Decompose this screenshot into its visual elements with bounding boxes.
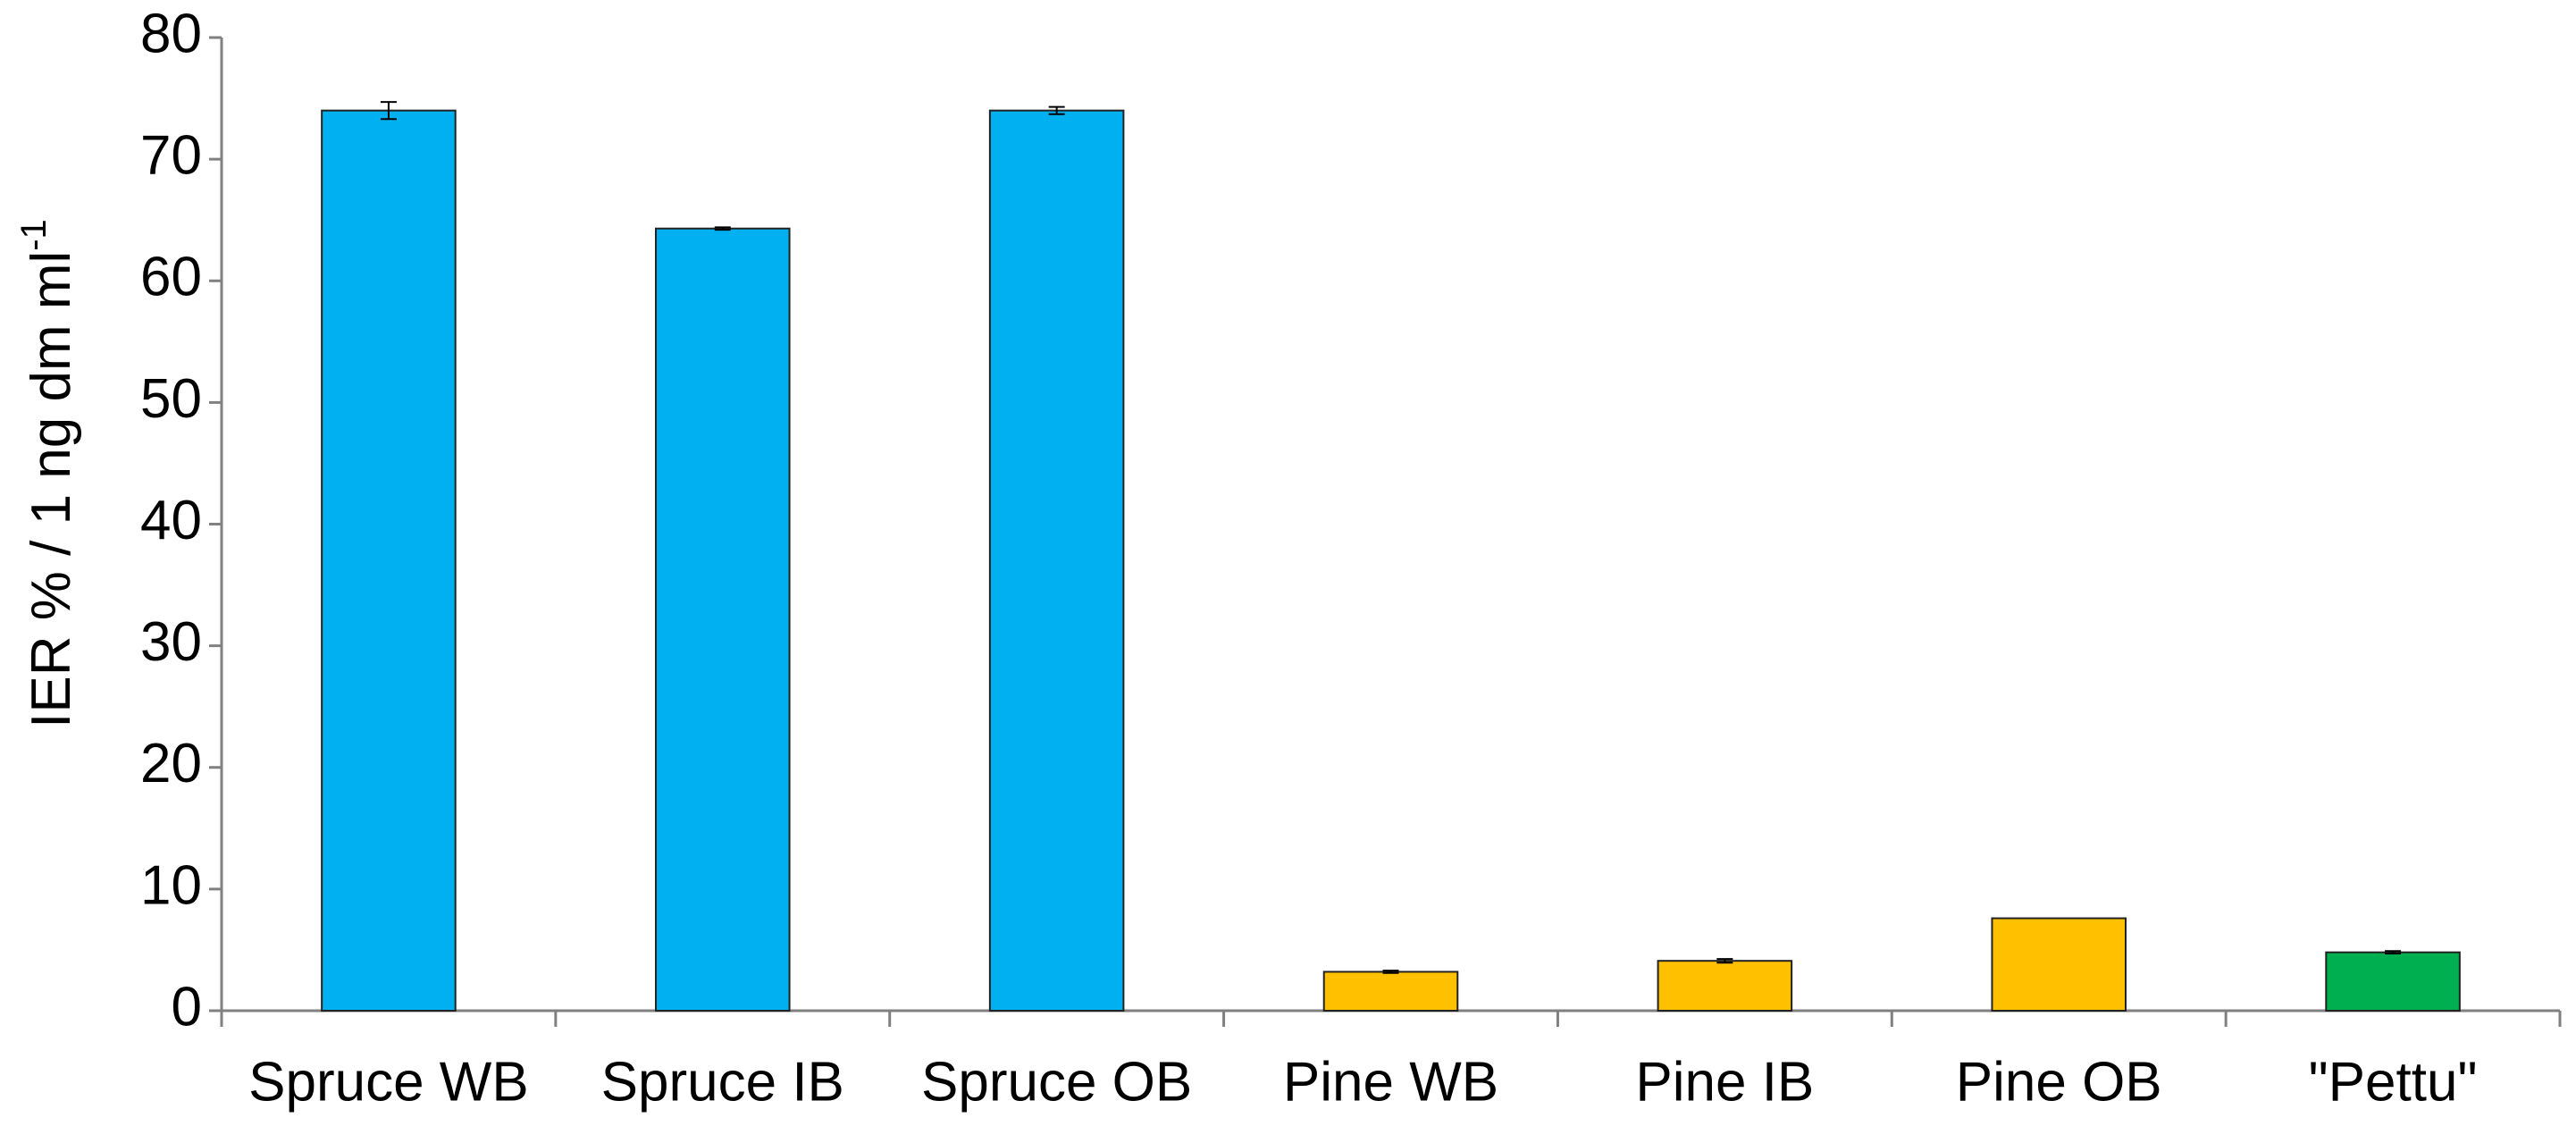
x-tick-label: "Pettu" [2309,1051,2478,1113]
error-bar [1048,105,1065,115]
x-tick-label: Pine OB [1956,1051,2162,1113]
bar [321,109,457,1013]
y-tick-label: 0 [172,976,202,1038]
x-tick-label: Pine IB [1635,1051,1814,1113]
error-bar [1382,970,1399,974]
bar [2325,951,2461,1013]
y-tick-label: 80 [140,3,202,64]
x-tick-label: Pine WB [1283,1051,1498,1113]
y-axis-label-main: IER % / 1 ng dm ml [21,251,82,728]
bar [1991,917,2127,1013]
bar [988,109,1125,1013]
y-tick-label: 20 [140,733,202,794]
y-tick-label: 50 [140,368,202,430]
x-tick-label: Spruce OB [921,1051,1192,1113]
bar [1322,971,1459,1012]
x-tick-label: Spruce IB [601,1051,844,1113]
y-tick-label: 70 [140,125,202,187]
y-axis-label: IER % / 1 ng dm ml-1 [14,219,83,728]
y-tick-label: 30 [140,611,202,673]
y-axis-label-superscript: -1 [14,219,54,251]
y-tick-label: 40 [140,490,202,551]
error-bar [714,226,731,231]
bar [655,227,791,1012]
error-bar [2385,950,2402,955]
y-tick-label: 60 [140,247,202,308]
error-bar [1716,958,1733,964]
y-tick-label: 10 [140,854,202,916]
x-tick-label: Spruce WB [248,1051,529,1113]
error-bar [380,101,397,121]
bar [1657,960,1793,1012]
